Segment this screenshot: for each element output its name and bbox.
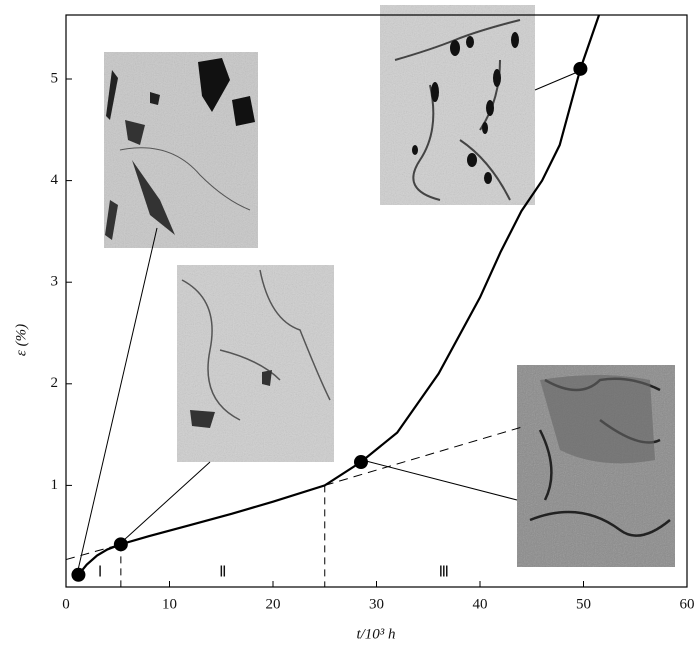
extrapolation [324,427,521,486]
data-point [573,61,588,76]
x-axis-label: t/10³ h [356,626,395,642]
y-tick-label: 5 [51,70,59,86]
data-point [71,567,86,582]
leader-lines [77,67,588,571]
micrograph-4 [517,365,675,567]
data-point [353,455,368,470]
y-axis-label: ε (%) [13,324,29,356]
creep-curve [77,14,601,576]
x-tick-label: 50 [576,596,591,612]
x-tick-label: 40 [473,596,488,612]
y-tick-label: 4 [51,172,59,188]
y-tick-label: 2 [51,375,59,391]
data-point [113,537,128,552]
micrograph-1 [104,52,258,248]
x-tick-label: 10 [162,596,177,612]
micrographs [104,5,675,567]
stage-label: Ⅰ [98,564,102,580]
y-tick-label: 1 [51,477,59,493]
stage-label: Ⅱ [219,564,226,580]
stage-label: Ⅲ [439,564,449,580]
x-tick-label: 30 [369,596,384,612]
micrograph-3 [380,5,535,205]
y-tick-label: 3 [51,274,59,290]
x-tick-label: 20 [266,596,281,612]
micrograph-2 [177,265,334,462]
x-tick-label: 60 [680,596,695,612]
x-tick-label: 0 [62,596,70,612]
